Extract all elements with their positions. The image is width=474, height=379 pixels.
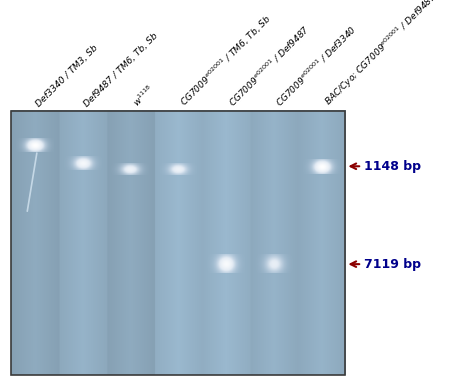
Text: 1148 bp: 1148 bp (364, 160, 420, 173)
Bar (10, 111, 346, 375)
Text: BAC/Cyo; CG7009$^{e02001}$ / Def9487: BAC/Cyo; CG7009$^{e02001}$ / Def9487 (321, 0, 441, 109)
Text: CG7009$^{e02001}$ / Def3340: CG7009$^{e02001}$ / Def3340 (273, 23, 360, 109)
Text: 7119 bp: 7119 bp (364, 258, 420, 271)
Text: Def9487 / TM6, Tb, Sb: Def9487 / TM6, Tb, Sb (82, 31, 160, 109)
Text: CG7009$^{e02001}$ / TM6, Tb, Sb: CG7009$^{e02001}$ / TM6, Tb, Sb (178, 12, 275, 109)
Text: Def3340 / TM3, Sb: Def3340 / TM3, Sb (35, 44, 100, 109)
Text: CG7009$^{e02001}$ / Def9487: CG7009$^{e02001}$ / Def9487 (226, 22, 312, 109)
Text: w$^{1118}$: w$^{1118}$ (130, 82, 156, 109)
